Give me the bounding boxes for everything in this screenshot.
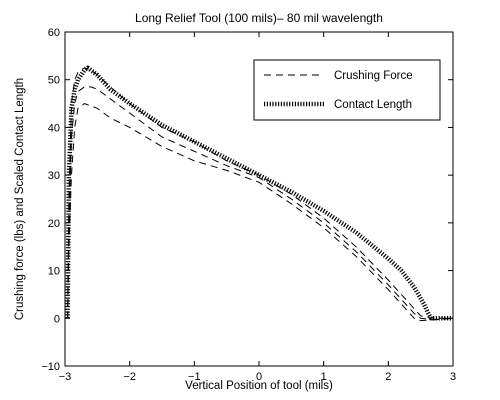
y-tick-label: 60 <box>48 27 60 39</box>
y-tick-label: 50 <box>48 75 60 87</box>
series-line-contact-length <box>65 65 453 321</box>
legend-label-crushing-force: Crushing Force <box>334 70 413 82</box>
x-tick-label: 2 <box>385 371 391 383</box>
x-tick-label: −1 <box>188 371 201 383</box>
y-tick-label: −10 <box>41 361 60 373</box>
x-tick-label: 1 <box>321 371 327 383</box>
y-tick-label: 0 <box>54 313 60 325</box>
legend-box <box>253 59 441 121</box>
x-axis-ticks: −3 −2 −1 0 1 2 3 <box>59 32 456 383</box>
x-tick-label: −2 <box>123 371 136 383</box>
y-tick-label: 20 <box>48 218 60 230</box>
y-axis-label: Crushing force (lbs) and Scaled Contact … <box>14 78 26 320</box>
chart-title: Long Relief Tool (100 mils)– 80 mil wave… <box>135 11 383 25</box>
y-tick-label: 10 <box>48 266 60 278</box>
x-tick-label: −3 <box>59 371 72 383</box>
series-layer <box>65 65 454 322</box>
y-axis-ticks: −10 0 10 20 30 40 50 60 <box>41 27 453 373</box>
x-tick-label: 3 <box>450 371 456 383</box>
series-line-crushing-force-3 <box>67 67 453 319</box>
y-tick-label: 30 <box>48 170 60 182</box>
series-line-crushing-force-2 <box>67 86 454 321</box>
x-tick-label: 0 <box>256 371 262 383</box>
legend: Crushing Force Contact Length <box>253 59 441 121</box>
legend-label-contact-length: Contact Length <box>334 99 412 111</box>
x-axis-label: Vertical Position of tool (mils) <box>185 380 333 392</box>
series-line-crushing-force-1 <box>67 103 454 322</box>
y-tick-label: 40 <box>48 122 60 134</box>
